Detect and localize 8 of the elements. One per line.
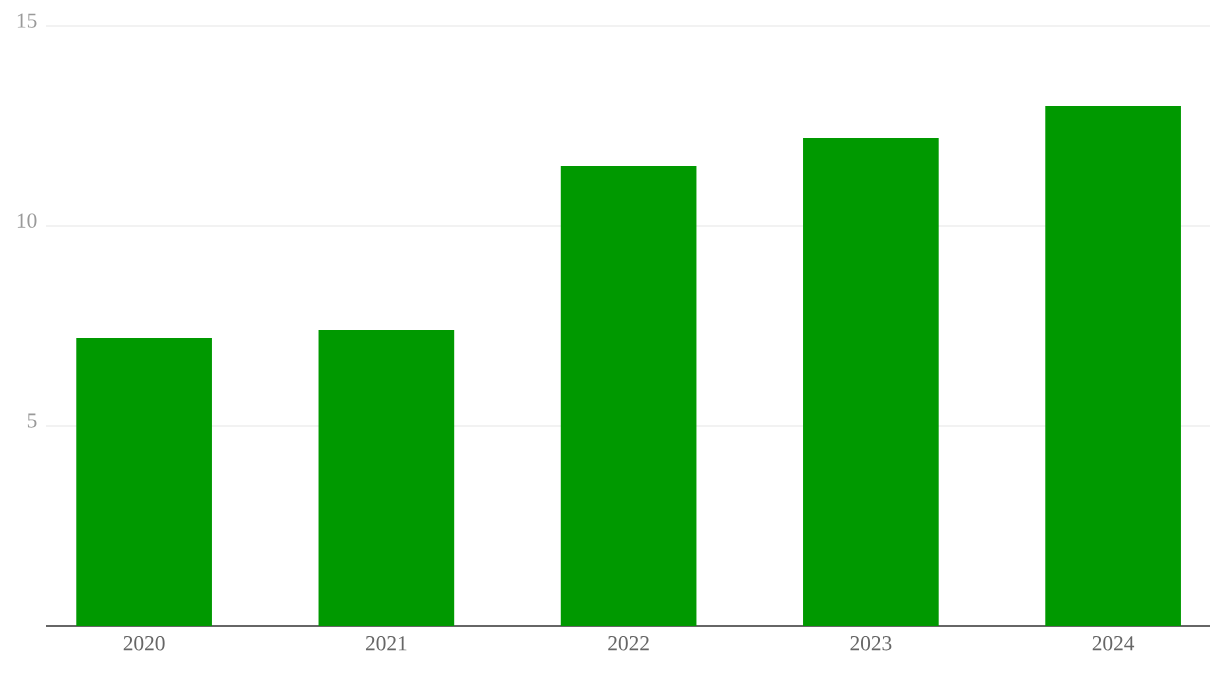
x-tick-label: 2022	[608, 636, 649, 651]
x-tick-label: 2024	[1092, 636, 1135, 651]
x-tick-label: 2023	[850, 636, 892, 651]
x-tick-label: 2020	[123, 636, 165, 651]
y-tick-label: 15	[17, 13, 37, 28]
y-tick-label: 5	[27, 413, 37, 428]
y-tick-label: 10	[17, 213, 37, 228]
x-tick-label: 2021	[365, 636, 407, 651]
